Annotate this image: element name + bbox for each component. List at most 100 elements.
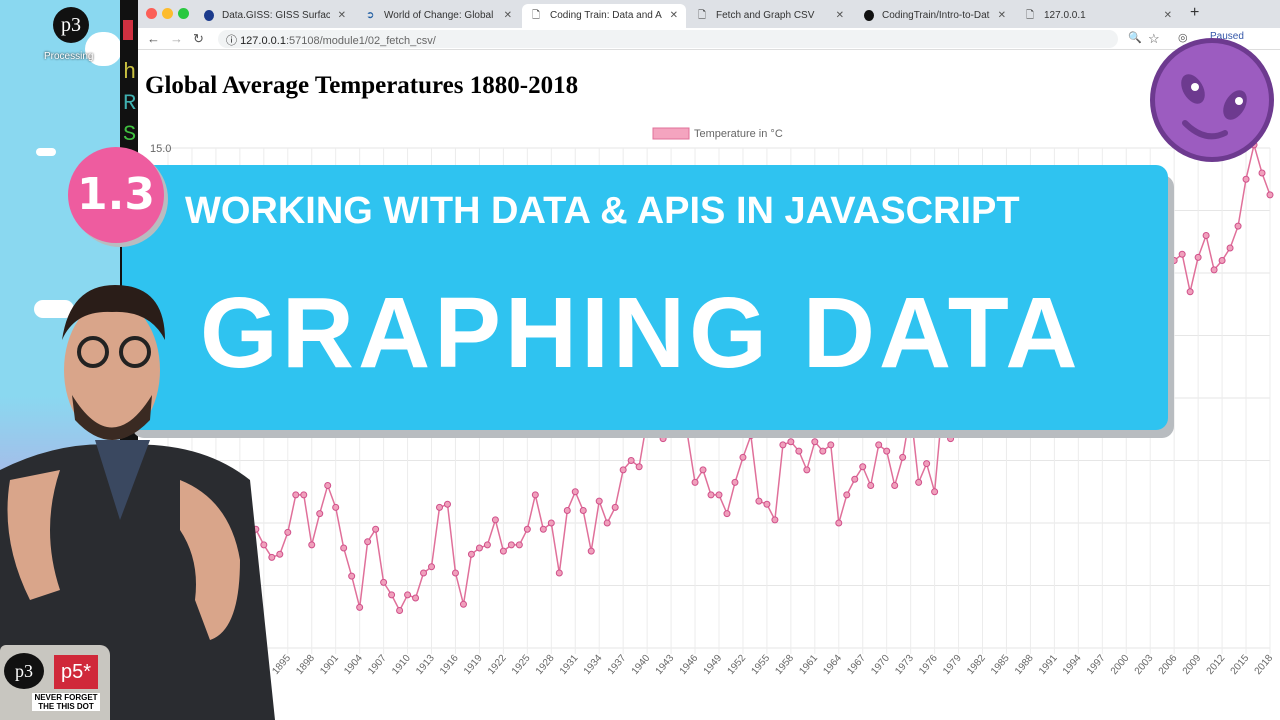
data-point — [1194, 253, 1202, 261]
reload-button[interactable]: ↻ — [193, 31, 204, 46]
x-tick-label: 1973 — [893, 653, 916, 677]
data-point — [180, 491, 188, 499]
processing-app-icon[interactable]: p3 — [53, 7, 89, 43]
x-tick-label: 1913 — [414, 653, 437, 677]
data-point — [771, 516, 779, 524]
close-tab-icon[interactable]: ✕ — [835, 10, 844, 21]
data-point — [819, 447, 827, 455]
x-tick-label: 1919 — [462, 653, 485, 677]
data-point — [851, 475, 859, 483]
data-point — [308, 541, 316, 549]
data-point — [795, 447, 803, 455]
data-point — [300, 491, 308, 499]
tab-giss[interactable]: Data.GISS: GISS Surface Temp ✕ — [194, 4, 354, 28]
data-point — [1218, 257, 1226, 264]
data-point — [595, 497, 603, 505]
new-tab-button[interactable]: + — [1190, 4, 1200, 21]
url-input[interactable]: ⓘ 127.0.0.1:57108/module1/02_fetch_csv/ — [218, 30, 1118, 48]
data-point — [587, 547, 595, 555]
x-tick-label: 1892 — [246, 653, 269, 677]
x-tick-label: 1943 — [654, 653, 677, 677]
address-bar: ← → ↻ ⓘ 127.0.0.1:57108/module1/02_fetch… — [138, 28, 1280, 50]
data-point — [707, 491, 715, 499]
tab-fetch-graph[interactable]: 🗋 Fetch and Graph CSV ✕ — [688, 4, 852, 28]
data-point — [635, 463, 643, 471]
close-tab-icon[interactable]: ✕ — [997, 10, 1006, 21]
zoom-icon[interactable]: 🔍 — [1128, 32, 1142, 44]
x-tick-label: 1976 — [917, 653, 940, 677]
tab-localhost[interactable]: 🗋 127.0.0.1 ✕ — [1016, 4, 1180, 28]
x-tick-label: 1934 — [582, 653, 605, 677]
maximize-window-button[interactable] — [178, 8, 189, 19]
data-point — [1234, 222, 1242, 230]
data-point — [459, 600, 467, 608]
data-point — [491, 516, 499, 524]
legend-label: Temperature in °C — [694, 128, 783, 140]
code-text: S — [123, 122, 137, 147]
data-point — [531, 491, 539, 499]
extension-icon[interactable]: ◎ — [1178, 32, 1188, 44]
close-tab-icon[interactable]: ✕ — [669, 10, 678, 21]
data-point — [332, 503, 340, 511]
close-window-button[interactable] — [146, 8, 157, 19]
data-point — [467, 550, 475, 558]
x-tick-label: 2012 — [1205, 653, 1228, 677]
data-point — [1226, 244, 1234, 252]
coding-train-logo — [1150, 38, 1274, 162]
x-tick-label: 1964 — [821, 653, 844, 677]
data-point — [779, 441, 787, 449]
data-point — [555, 569, 563, 577]
processing-app-label: Processing — [44, 51, 94, 62]
x-tick-label: 1910 — [390, 653, 413, 677]
series-title: WORKING WITH DATA & APIS IN JAVASCRIPT — [185, 190, 1020, 232]
x-tick-label: 1952 — [726, 653, 749, 677]
data-point — [619, 466, 627, 474]
episode-badge: 1.3 — [68, 147, 164, 243]
paused-status[interactable]: Paused — [1210, 31, 1244, 42]
close-tab-icon[interactable]: ✕ — [1163, 10, 1172, 21]
data-point — [388, 591, 396, 599]
star-icon[interactable]: ☆ — [1148, 31, 1160, 46]
data-point — [611, 503, 619, 511]
data-point — [603, 519, 611, 527]
x-tick-label: 1940 — [630, 653, 653, 677]
x-tick-label: 1988 — [1013, 653, 1036, 677]
data-point — [164, 507, 172, 514]
data-point — [923, 460, 931, 468]
data-point — [915, 478, 923, 486]
x-tick-label: 2006 — [1157, 653, 1180, 677]
back-button[interactable]: ← — [147, 31, 160, 46]
x-tick-label: 1937 — [606, 653, 629, 677]
data-point — [723, 510, 731, 518]
data-point — [316, 510, 324, 518]
data-point — [404, 591, 412, 599]
x-tick-label: 1970 — [869, 653, 892, 677]
data-point — [539, 525, 547, 533]
forward-button[interactable]: → — [170, 31, 183, 46]
minimize-window-button[interactable] — [162, 8, 173, 19]
logo-face-icon — [1181, 74, 1247, 140]
data-point — [1266, 191, 1274, 199]
data-point — [451, 569, 459, 577]
x-tick-label: 1898 — [294, 653, 317, 677]
data-point — [699, 466, 707, 474]
x-tick-label: 1997 — [1085, 653, 1108, 677]
data-point — [1242, 175, 1250, 183]
data-point — [420, 569, 428, 577]
x-tick-label: 2015 — [1229, 653, 1252, 677]
legend-swatch — [652, 127, 690, 140]
tab-github[interactable]: CodingTrain/Intro-to-Data-API ✕ — [854, 4, 1014, 28]
data-point — [252, 525, 260, 533]
tab-label: Coding Train: Data and APIs Pr — [550, 10, 662, 21]
x-tick-label: 1922 — [486, 653, 509, 677]
data-point — [867, 482, 875, 489]
close-tab-icon[interactable]: ✕ — [337, 10, 346, 21]
data-point — [523, 525, 531, 533]
page-title: Global Average Temperatures 1880-2018 — [145, 72, 579, 99]
close-tab-icon[interactable]: ✕ — [503, 10, 512, 21]
tab-coding-train[interactable]: 🗋 Coding Train: Data and APIs Pr ✕ — [522, 4, 686, 28]
code-text: h — [123, 60, 137, 85]
data-point — [188, 510, 196, 518]
code-text: R — [123, 91, 137, 116]
tab-world-of-change[interactable]: ➲ World of Change: Global Temp ✕ — [356, 4, 520, 28]
